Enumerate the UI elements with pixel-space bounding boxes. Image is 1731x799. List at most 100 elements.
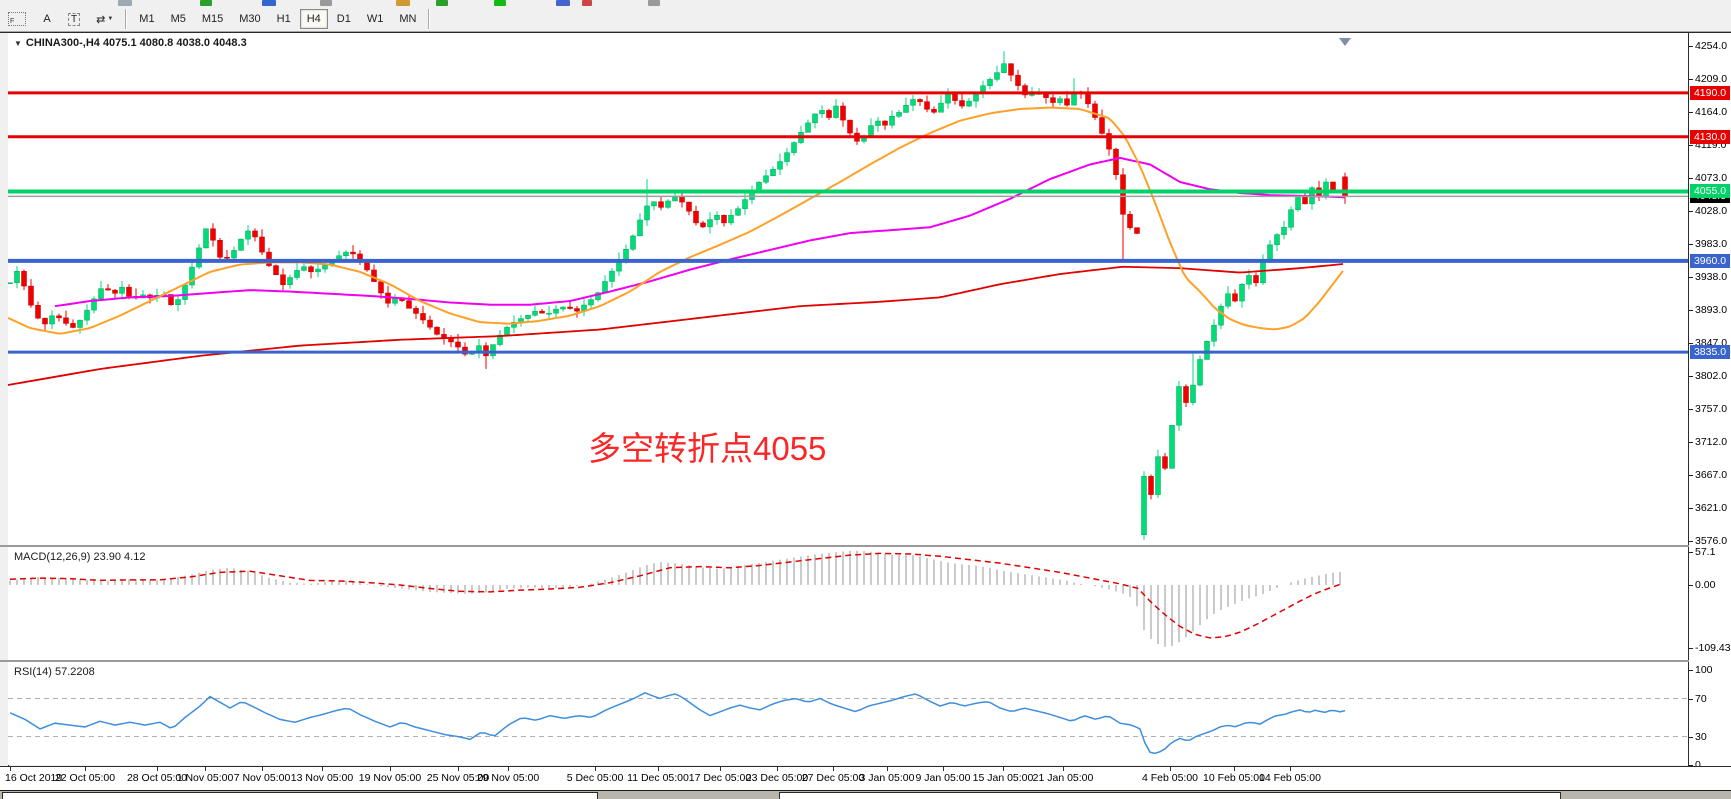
date-tick [1234,767,1235,771]
date-label: 9 Jan 05:00 [915,772,971,784]
macd-tick-label: 0.00 [1695,579,1716,591]
grid-tool-button[interactable]: F [1,9,33,29]
date-tick [458,767,459,771]
date-tick [595,767,596,771]
toolbar-separator [125,9,128,29]
symbol-dropdown-icon[interactable]: ▼ [14,38,22,48]
date-tick [658,767,659,771]
price-tick-label: 4028.0 [1695,205,1728,218]
date-tick [943,767,944,771]
macd-tick-label-dash [1689,585,1693,586]
tf-button-h1[interactable]: H1 [270,9,298,29]
toolbar-icon-fragment [396,0,410,6]
price-tick-label-dash [1689,276,1693,278]
tf-button-m1[interactable]: M1 [132,9,161,29]
date-label: 19 Nov 05:00 [358,772,422,784]
date-label: 22 Oct 05:00 [54,772,116,784]
rsi-tick-label: 30 [1695,730,1707,743]
rsi-tick-label-dash [1689,765,1693,766]
tf-button-m15[interactable]: M15 [195,9,230,29]
rsi-chart[interactable] [8,662,1688,765]
date-tick [720,767,721,771]
price-tick-label-dash [1689,376,1693,378]
price-tick-label: 3983.0 [1695,238,1728,251]
date-tick [85,767,86,771]
date-tick [1003,767,1004,771]
tf-button-d1[interactable]: D1 [330,9,358,29]
price-tick-label: 3576.0 [1695,535,1728,548]
date-label: 27 Dec 05:00 [801,772,865,784]
date-label: 10 Feb 05:00 [1203,772,1265,784]
date-label: 11 Dec 05:00 [627,772,689,784]
chart-toolbar: F A T ⇄ ▼ M1 M5 M15 M30 H1 H4 D1 W1 MN [0,7,1731,32]
price-tick-label-dash [1689,244,1693,246]
date-tick [777,767,778,771]
macd-pane[interactable] [8,547,1688,660]
date-tick [1170,767,1171,771]
date-label: 16 Oct 2019 [5,772,63,784]
rsi-tick-label-dash [1689,736,1693,738]
toolbar-icon-fragment [556,0,570,6]
rsi-pane[interactable] [8,662,1688,765]
toolbar-icon-fragment [436,0,448,6]
date-label: 23 Dec 05:00 [745,772,809,784]
price-axis[interactable]: 4254.0 4209.0 4164.0 4119.0 4073.0 4028.0 3983… [1689,33,1731,790]
arrows-icon: ⇄ [96,13,106,26]
price-tick-label-dash [1689,309,1693,311]
date-label: 25 Nov 05:00 [426,772,490,784]
hline-price-label: 4055.0 [1690,184,1730,199]
macd-tick-label: -109.43 [1695,641,1731,654]
price-tick-label-dash [1689,46,1693,48]
text-label-icon: A [43,13,51,25]
tf-button-m5[interactable]: M5 [164,9,193,29]
toolbar-icon-fragment [582,0,592,6]
date-tick [390,767,391,771]
date-axis[interactable]: 16 Oct 2019 22 Oct 05:00 28 Oct 05:00 1 Nov… [0,766,1731,790]
date-label: 28 Oct 05:00 [126,772,188,784]
hline-price-label: 3960.0 [1690,253,1730,268]
price-tick-label: 3712.0 [1695,436,1728,449]
rsi-tick-label-dash [1689,670,1693,671]
toolbar-icon-fragment [648,0,660,6]
price-tick-label-dash [1689,144,1693,146]
symbol-ohlc-text: CHINA300-,H4 4075.1 4080.8 4038.0 4048.3 [25,37,247,49]
arrow-styles-button[interactable]: ⇄ ▼ [89,9,120,29]
candlestick-chart[interactable] [8,33,1688,545]
tf-button-m30[interactable]: M30 [232,9,267,29]
price-tick-label: 4073.0 [1695,172,1728,185]
price-chart-pane[interactable] [8,33,1688,545]
date-label: 21 Jan 05:00 [1032,772,1094,784]
rsi-tick-label: 100 [1695,664,1713,676]
ma-red-line [8,263,1344,386]
hline-price-label: 4130.0 [1690,129,1730,144]
toolbar-icon-fragment [320,0,332,6]
rsi-line [9,691,1346,755]
chart-shift-marker-icon[interactable] [1339,38,1351,46]
tf-button-w1[interactable]: W1 [360,9,391,29]
hline-price-label: 3835.0 [1690,345,1730,360]
chart-tab[interactable] [779,792,1561,799]
date-axis-border [0,766,1731,767]
chart-tab[interactable] [2,792,598,799]
date-tick [1290,767,1291,771]
date-label: 5 Dec 05:00 [566,772,624,784]
price-tick-label-dash [1689,474,1693,476]
text-box-tool-button[interactable]: T [61,9,87,29]
tf-button-mn[interactable]: MN [392,9,423,29]
price-tick-label-dash [1689,442,1693,444]
chart-text-annotation[interactable]: 多空转折点4055 [588,430,827,467]
pane-separator[interactable] [0,545,1731,547]
date-tick [157,767,158,771]
pane-separator[interactable] [0,660,1731,662]
cutoff-toolbar-row [0,0,1731,7]
macd-chart[interactable] [8,547,1688,660]
bottom-tab-bar[interactable] [0,790,1731,799]
price-tick-label: 3621.0 [1695,502,1728,515]
tf-button-h4[interactable]: H4 [299,9,328,29]
macd-tick-label-dash [1689,647,1693,649]
date-label: 3 Jan 05:00 [859,772,915,784]
text-label-tool-button[interactable]: A [35,9,59,29]
date-label: 17 Dec 05:00 [688,772,752,784]
symbol-ohlc-line: ▼ CHINA300-,H4 4075.1 4080.8 4038.0 4048… [14,37,247,49]
